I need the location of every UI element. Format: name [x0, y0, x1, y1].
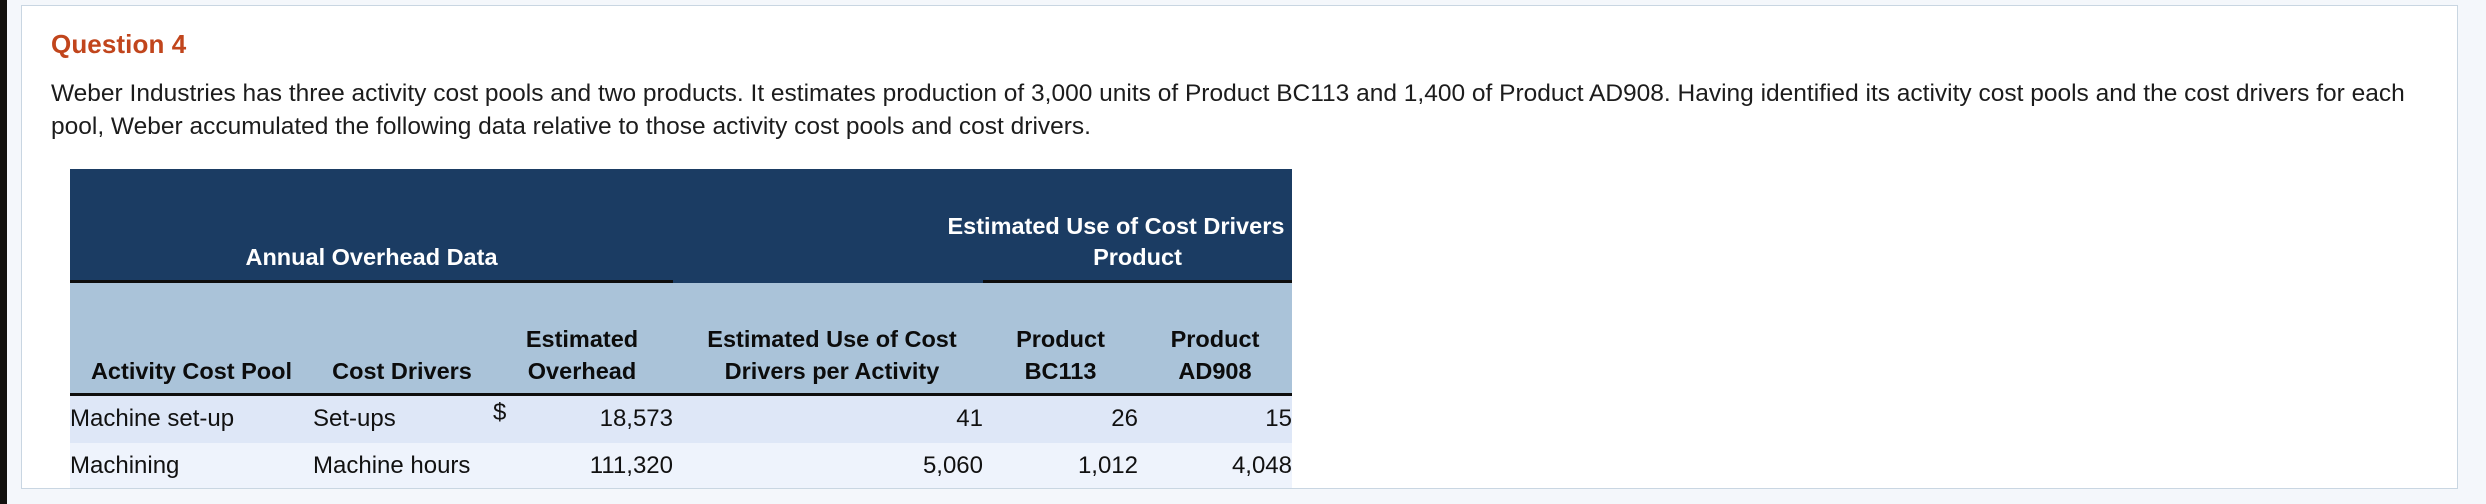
header-estimated-use-per-product-label: Estimated Use of Cost Drivers per Produc… — [947, 213, 1328, 271]
cell-use-per-activity: 5,060 — [673, 443, 983, 488]
currency-symbol: $ — [493, 399, 507, 427]
header-estimated-use-per-product: Estimated Use of Cost Drivers per Produc… — [947, 169, 1328, 284]
col-header-cost-drivers: Cost Drivers — [313, 281, 491, 397]
table-column-header-row: Activity Cost Pool Cost Drivers Estimate… — [70, 281, 1292, 397]
cell-product-ad908: 15 — [1138, 394, 1292, 444]
cell-cost-driver: Set-ups — [313, 394, 491, 444]
cell-product-bc113: 26 — [983, 394, 1138, 444]
table-head: Annual Overhead Data Estimated Use of Co… — [70, 169, 1328, 397]
cell-estimated-overhead: $ 18,573 — [491, 394, 673, 444]
question-card: Question 4 Weber Industries has three ac… — [21, 5, 2458, 489]
col-header-product-bc113: Product BC113 — [983, 281, 1138, 397]
table-row: Machine set-up Set-ups $ 18,573 41 26 15 — [70, 394, 1292, 444]
table-body: Machine set-up Set-ups $ 18,573 41 26 15… — [70, 394, 1292, 488]
header-annual-overhead-data: Annual Overhead Data — [70, 169, 673, 284]
annual-overhead-data-table: Annual Overhead Data Estimated Use of Co… — [70, 169, 1328, 488]
cell-activity-cost-pool: Machine set-up — [70, 394, 313, 444]
cell-activity-cost-pool: Machining — [70, 443, 313, 488]
table-top-header-row: Annual Overhead Data Estimated Use of Co… — [70, 169, 1328, 284]
col-header-estimated-use-per-activity: Estimated Use of Cost Drivers per Activi… — [673, 281, 983, 397]
col-header-activity-cost-pool: Activity Cost Pool — [70, 281, 313, 397]
page-title: Question 4 — [51, 29, 187, 59]
cell-estimated-overhead-value: 18,573 — [599, 405, 673, 433]
question-card-content: Question 4 Weber Industries has three ac… — [22, 6, 2457, 488]
table-row: Machining Machine hours 111,320 5,060 1,… — [70, 443, 1292, 488]
cell-product-ad908: 4,048 — [1138, 443, 1292, 488]
cell-product-bc113: 1,012 — [983, 443, 1138, 488]
overhead-data-table-wrapper: Annual Overhead Data Estimated Use of Co… — [70, 169, 1328, 488]
cell-use-per-activity: 41 — [673, 394, 983, 444]
header-spacer-cell — [673, 169, 983, 284]
col-header-product-ad908: Product AD908 — [1138, 281, 1292, 397]
cell-cost-driver: Machine hours — [313, 443, 491, 488]
cell-estimated-overhead: 111,320 — [491, 443, 673, 488]
col-header-estimated-overhead: Estimated Overhead — [491, 281, 673, 397]
question-body-text: Weber Industries has three activity cost… — [51, 79, 2405, 140]
left-edge-rail — [0, 0, 7, 504]
